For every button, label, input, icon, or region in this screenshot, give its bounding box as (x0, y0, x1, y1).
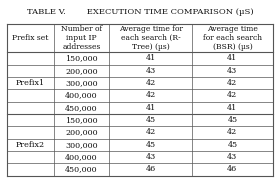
Text: Number of
input IP
addresses: Number of input IP addresses (61, 25, 102, 51)
Text: Average time
for each search
(BSR) (µs): Average time for each search (BSR) (µs) (203, 25, 262, 51)
Text: 45: 45 (227, 116, 237, 124)
Text: 450,000: 450,000 (65, 104, 98, 112)
Text: 42: 42 (227, 91, 237, 99)
Text: 45: 45 (146, 141, 156, 149)
Text: 41: 41 (227, 104, 237, 112)
Text: 43: 43 (227, 153, 237, 161)
Text: Prefix1: Prefix1 (16, 79, 45, 87)
Text: 46: 46 (146, 165, 156, 173)
Text: 400,000: 400,000 (65, 91, 98, 99)
Text: 300,000: 300,000 (65, 79, 98, 87)
Text: 300,000: 300,000 (65, 141, 98, 149)
Text: 45: 45 (227, 141, 237, 149)
Text: 42: 42 (146, 128, 156, 136)
Text: Prefix set: Prefix set (12, 34, 48, 42)
Text: Prefix2: Prefix2 (16, 141, 45, 149)
Text: 42: 42 (146, 91, 156, 99)
Text: 150,000: 150,000 (65, 54, 98, 62)
Text: 41: 41 (227, 54, 237, 62)
Text: Average time for
each search (R-
Tree) (µs): Average time for each search (R- Tree) (… (119, 25, 183, 51)
Text: 43: 43 (146, 67, 156, 75)
Text: 42: 42 (227, 128, 237, 136)
Text: 200,000: 200,000 (65, 67, 98, 75)
Text: 45: 45 (146, 116, 156, 124)
Text: 450,000: 450,000 (65, 165, 98, 173)
Text: 41: 41 (146, 54, 156, 62)
Text: 43: 43 (146, 153, 156, 161)
Text: 42: 42 (146, 79, 156, 87)
Text: 200,000: 200,000 (65, 128, 98, 136)
Text: 43: 43 (227, 67, 237, 75)
Text: TABLE V.        EXECUTION TIME COMPARISON (µS): TABLE V. EXECUTION TIME COMPARISON (µS) (27, 8, 253, 16)
Text: 42: 42 (227, 79, 237, 87)
Text: 46: 46 (227, 165, 237, 173)
Text: 41: 41 (146, 104, 156, 112)
Text: 400,000: 400,000 (65, 153, 98, 161)
Text: 150,000: 150,000 (65, 116, 98, 124)
